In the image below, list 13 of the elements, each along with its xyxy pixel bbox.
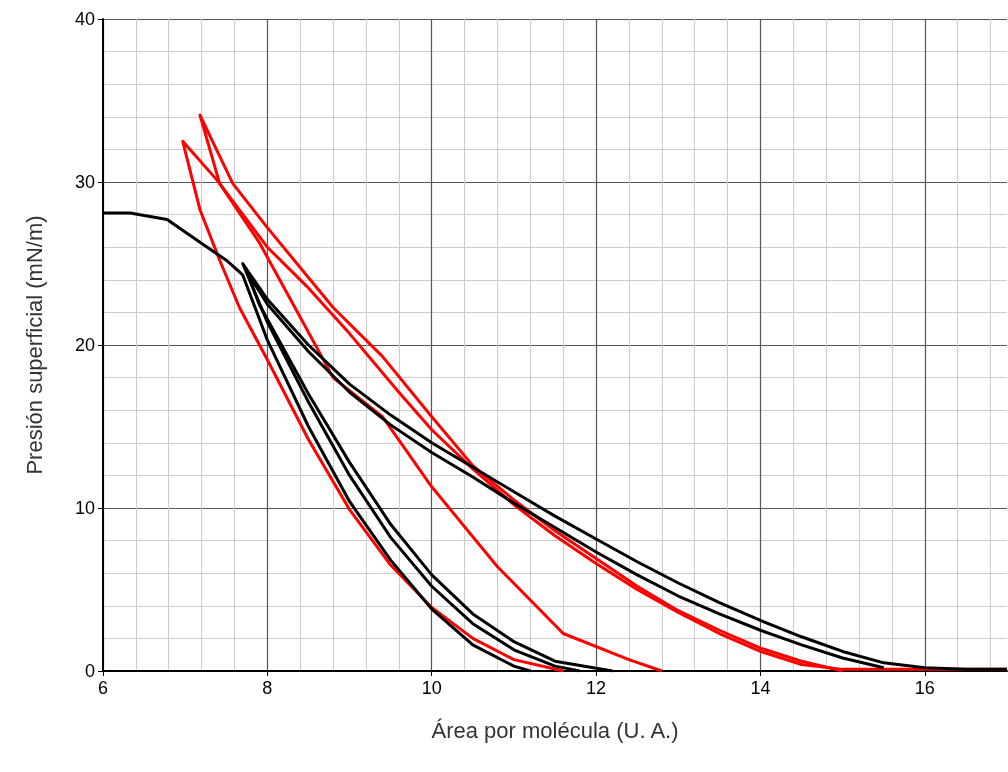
- x-tick-label: 14: [750, 678, 771, 698]
- x-tick-label: 16: [914, 678, 935, 698]
- y-tick-label: 40: [74, 9, 95, 29]
- x-tick-label: 6: [97, 678, 109, 698]
- y-tick-label: 10: [74, 498, 95, 518]
- y-axis-title: Presión superficial (mN/m): [21, 215, 47, 475]
- x-tick-label: 8: [262, 678, 273, 698]
- x-axis-title: Área por molécula (U. A.): [431, 717, 679, 743]
- y-tick-label: 30: [74, 172, 95, 192]
- y-tick-label: 20: [74, 335, 95, 355]
- x-tick-label: 12: [586, 678, 607, 698]
- x-tick-label: 10: [421, 678, 442, 698]
- y-tick-label: 0: [84, 661, 95, 681]
